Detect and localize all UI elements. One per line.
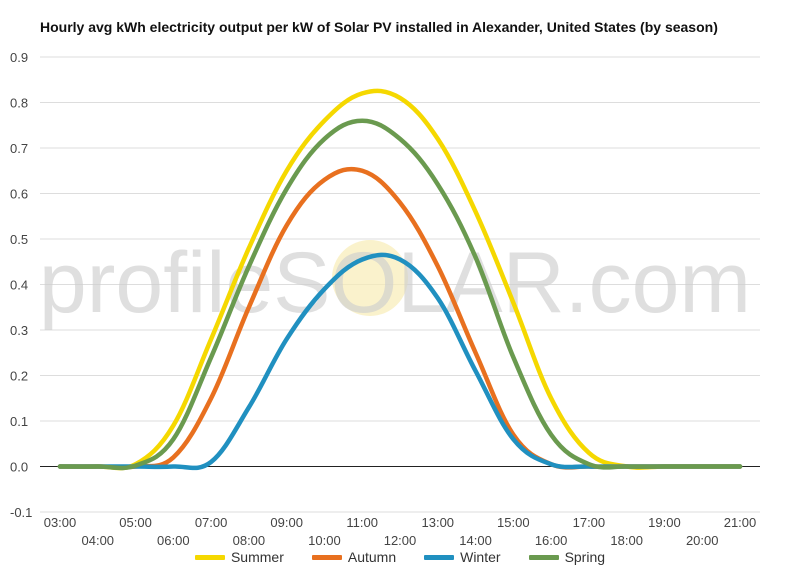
y-tick-label: 0.3 [10,323,28,338]
x-tick-label: 08:00 [233,533,266,548]
x-tick-label: 12:00 [384,533,417,548]
legend-swatch [424,554,455,560]
legend-label: Spring [564,549,606,565]
x-tick-label: 17:00 [573,515,606,530]
y-axis-ticks: -0.1 0.0 0.1 0.2 0.3 0.4 0.5 0.6 0.7 0.8 0.9 [10,50,32,520]
legend: Summer Autumn Winter Spring [0,549,800,565]
x-tick-label: 19:00 [648,515,681,530]
series-lines [57,88,743,471]
legend-label: Winter [460,549,501,565]
y-tick-label: 0.0 [10,460,28,475]
chart-title: Hourly avg kWh electricity output per kW… [40,19,718,35]
y-tick-label: 0.5 [10,232,28,247]
x-tick-label: 04:00 [82,533,115,548]
x-tick-label: 13:00 [422,515,455,530]
x-tick-label: 10:00 [308,533,341,548]
y-tick-label: 0.4 [10,278,28,293]
x-tick-label: 14:00 [459,533,492,548]
legend-item-autumn[interactable]: Autumn [311,549,397,565]
y-tick-label: 0.9 [10,50,28,65]
watermark-sun-icon [332,240,408,316]
y-tick-label: 0.6 [10,187,28,202]
x-tick-label: 18:00 [610,533,643,548]
y-tick-label: 0.1 [10,414,28,429]
x-tick-label: 16:00 [535,533,568,548]
legend-swatch [311,554,342,560]
legend-swatch [528,554,559,560]
legend-label: Summer [230,549,284,565]
legend-label: Autumn [347,549,397,565]
x-tick-label: 21:00 [724,515,757,530]
x-tick-label: 15:00 [497,515,530,530]
legend-item-winter[interactable]: Winter [424,549,501,565]
y-tick-label: 0.8 [10,96,28,111]
legend-swatch [194,554,225,560]
y-tick-label: -0.1 [10,505,32,520]
x-axis-ticks: 03:00 04:00 05:00 06:00 07:00 08:00 09:00 10:00… [44,515,757,548]
legend-item-spring[interactable]: Spring [528,549,606,565]
grid-lines [40,56,760,513]
watermark-text: profileSOLAR.com [39,235,751,331]
y-tick-label: 0.2 [10,369,28,384]
x-tick-label: 11:00 [346,515,378,530]
x-tick-label: 05:00 [119,515,152,530]
watermark: profileSOLAR.com [39,235,751,331]
x-tick-label: 03:00 [44,515,77,530]
x-tick-label: 07:00 [195,515,228,530]
x-tick-label: 06:00 [157,533,190,548]
x-tick-label: 20:00 [686,533,719,548]
series-line-spring [57,118,743,471]
x-tick-label: 09:00 [270,515,303,530]
legend-item-summer[interactable]: Summer [194,549,284,565]
y-tick-label: 0.7 [10,141,28,156]
